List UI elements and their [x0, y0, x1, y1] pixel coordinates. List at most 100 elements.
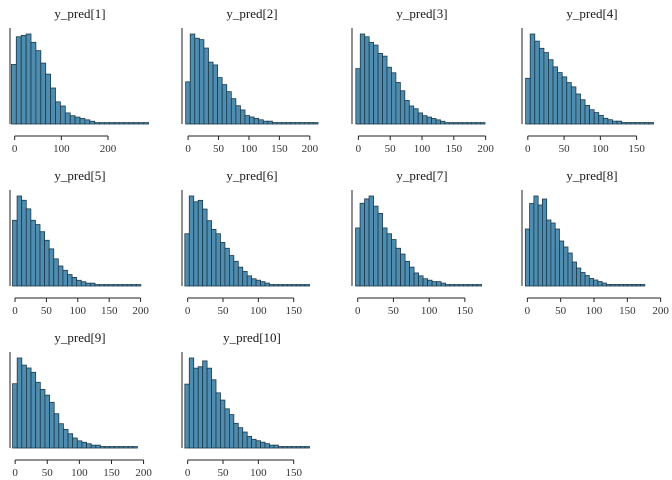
- histogram-bar: [251, 278, 257, 287]
- histogram-bar: [417, 112, 424, 125]
- panel-title: y_pred[6]: [226, 168, 277, 183]
- histogram-bar: [304, 284, 310, 287]
- histogram-bar: [426, 116, 432, 125]
- histogram-bar: [113, 122, 120, 125]
- histogram-bar: [623, 284, 629, 287]
- histogram-bar: [67, 274, 73, 287]
- panel-title: y_pred[7]: [396, 168, 447, 183]
- histogram-bar: [203, 47, 209, 125]
- histogram-bar: [639, 122, 645, 125]
- histogram-bar: [571, 261, 577, 287]
- histogram-bar: [126, 284, 133, 287]
- histogram-bar: [631, 284, 637, 287]
- histogram-panel: y_pred[7] 0 50 100 150: [351, 168, 482, 317]
- histogram-bar: [458, 284, 464, 287]
- histogram-bar: [25, 33, 32, 125]
- histogram-bar: [12, 219, 18, 287]
- histogram-bar: [537, 204, 543, 287]
- histogram-bar: [295, 284, 302, 287]
- histogram-bar: [50, 87, 56, 125]
- histogram-bar: [260, 441, 266, 449]
- histogram-bar: [264, 282, 270, 287]
- panel-title: y_pred[3]: [396, 6, 447, 21]
- histogram-bar: [267, 120, 273, 125]
- histogram-bar: [480, 122, 486, 125]
- histogram-bar: [466, 122, 473, 125]
- histogram-bar: [16, 357, 23, 449]
- histogram-bar: [123, 122, 130, 125]
- histogram-bar: [543, 52, 549, 125]
- histogram-bar: [290, 122, 296, 125]
- histogram-bar: [618, 284, 624, 287]
- histogram-bar: [282, 446, 288, 449]
- histogram-bar: [198, 39, 205, 125]
- histogram-bar: [49, 401, 55, 449]
- histogram-bar: [246, 435, 253, 449]
- histogram-bar: [193, 367, 199, 449]
- histogram-bar: [242, 431, 248, 449]
- histogram-bar: [308, 122, 314, 125]
- x-tick-label: 100: [70, 305, 87, 317]
- histogram-bar: [99, 122, 105, 125]
- histogram-bar: [281, 122, 287, 125]
- histogram-bar: [472, 284, 478, 287]
- histogram-bar: [457, 122, 464, 125]
- histogram-bar: [197, 366, 204, 449]
- histogram-bar: [226, 91, 232, 125]
- x-tick-label: 100: [250, 467, 267, 479]
- histogram-bar: [117, 284, 123, 287]
- histogram-bar: [53, 413, 60, 449]
- histogram-bar: [598, 115, 604, 125]
- histogram-bar: [39, 389, 46, 449]
- histogram-bar: [113, 446, 120, 449]
- histogram-bar: [566, 82, 572, 125]
- histogram-bar: [251, 438, 257, 449]
- histogram-panel: y_pred[2] 0 50 100 150 200: [181, 6, 319, 155]
- histogram-bar: [60, 105, 66, 125]
- histogram-bar: [563, 246, 569, 287]
- histogram-bar: [597, 281, 603, 287]
- histogram-bar: [621, 122, 627, 125]
- histogram-bar: [542, 198, 548, 287]
- histogram-bar: [601, 282, 607, 287]
- histogram-bar: [109, 122, 115, 125]
- histogram-bar: [202, 208, 208, 287]
- histogram-bar: [109, 446, 115, 449]
- histogram-bar: [269, 284, 275, 287]
- histogram-bar: [382, 227, 388, 287]
- x-tick-label: 200: [652, 305, 669, 317]
- histogram-bar: [427, 279, 433, 287]
- histogram-bar: [20, 34, 27, 125]
- histogram-bar: [413, 108, 419, 125]
- histogram-bar: [550, 222, 556, 287]
- histogram-bar: [576, 267, 582, 287]
- histogram-bar: [453, 122, 459, 125]
- histogram-bar: [648, 122, 654, 125]
- histogram-bar: [188, 357, 195, 449]
- x-tick-label: 0: [356, 143, 362, 155]
- x-tick-label: 0: [525, 305, 531, 317]
- x-tick-label: 50: [559, 143, 571, 155]
- histogram-bar: [202, 360, 208, 449]
- histogram-panel: y_pred[3] 0 50 100 150 200: [351, 6, 494, 155]
- histogram-bar: [409, 266, 415, 287]
- histogram-bar: [224, 247, 230, 287]
- histogram-bar: [132, 446, 138, 449]
- histogram-bar: [45, 73, 52, 125]
- x-tick-label: 50: [218, 467, 230, 479]
- histogram-bar: [391, 239, 397, 287]
- histogram-bar: [217, 77, 223, 125]
- histogram-bar: [399, 90, 406, 125]
- histogram-bar: [640, 284, 646, 287]
- histogram-bar: [534, 40, 540, 125]
- histogram-bar: [589, 109, 595, 125]
- histogram-bar: [610, 284, 616, 287]
- x-tick-label: 0: [185, 305, 191, 317]
- histogram-bar: [476, 284, 482, 287]
- histogram-bar: [304, 446, 310, 449]
- histogram-bar: [273, 284, 279, 287]
- x-tick-label: 150: [457, 305, 474, 317]
- histogram-bar: [246, 275, 253, 287]
- histogram-bar: [607, 119, 613, 125]
- histogram-bar: [242, 271, 248, 287]
